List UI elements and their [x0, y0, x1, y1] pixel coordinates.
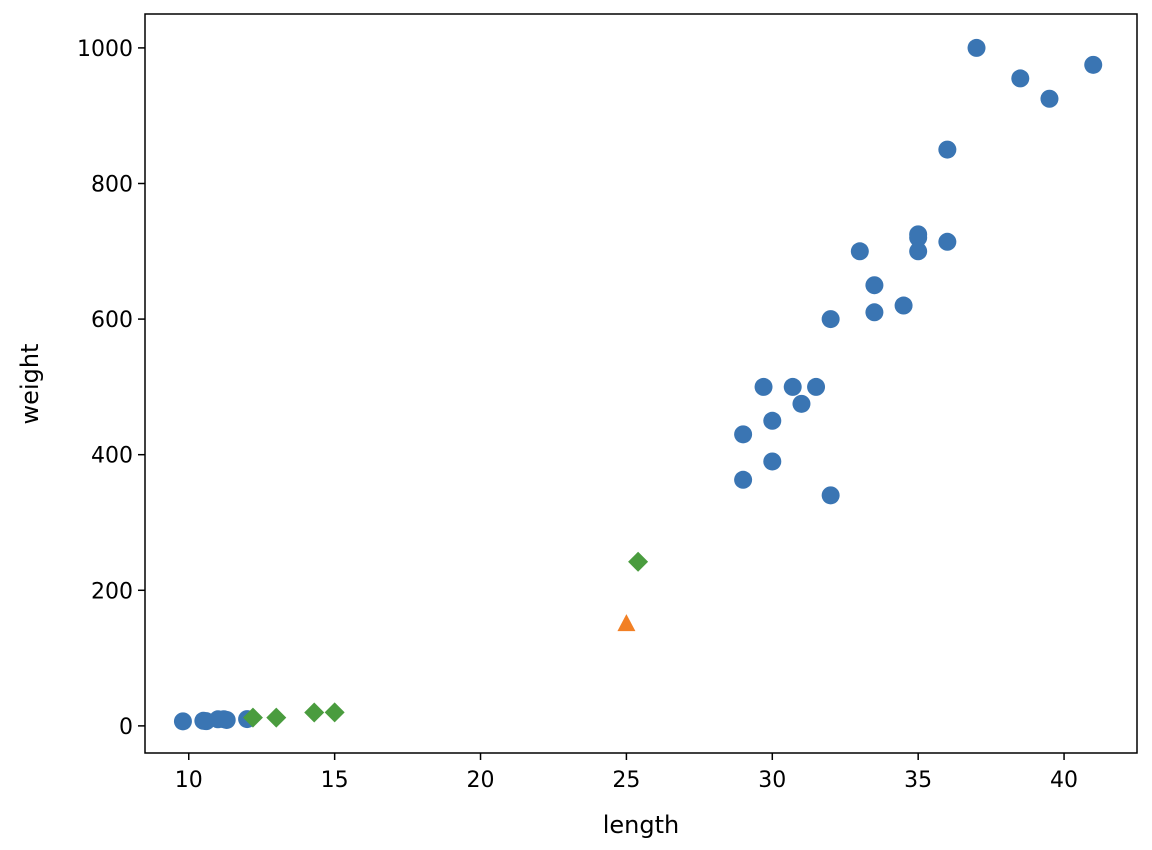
- data-point-diamond: [266, 707, 287, 728]
- x-tick-label: 15: [321, 768, 349, 793]
- data-point-circle: [734, 470, 753, 489]
- x-axis-title: length: [603, 811, 680, 839]
- y-tick-label: 0: [119, 715, 133, 740]
- data-point-circle: [1084, 55, 1103, 74]
- data-point-circle: [894, 296, 913, 315]
- data-point-triangle: [617, 614, 636, 632]
- data-point-circle: [967, 38, 986, 57]
- points-layer: [173, 38, 1103, 731]
- y-tick-label: 200: [91, 579, 133, 604]
- data-point-diamond: [324, 702, 345, 723]
- x-tick-label: 40: [1050, 768, 1078, 793]
- data-point-circle: [938, 140, 957, 159]
- data-point-circle: [754, 377, 773, 396]
- y-tick-label: 1000: [77, 37, 133, 62]
- x-tick-label: 25: [612, 768, 640, 793]
- data-point-circle: [1011, 69, 1030, 88]
- data-point-circle: [217, 710, 236, 729]
- x-tick-label: 35: [904, 768, 932, 793]
- data-point-circle: [865, 303, 884, 322]
- data-point-circle: [821, 310, 840, 329]
- data-point-circle: [909, 242, 928, 261]
- y-axis-title: weight: [16, 344, 44, 425]
- y-tick-label: 600: [91, 308, 133, 333]
- x-tick-label: 20: [467, 768, 495, 793]
- data-point-diamond: [304, 702, 325, 723]
- data-point-circle: [792, 394, 811, 413]
- y-tick-label: 800: [91, 172, 133, 197]
- data-point-circle: [763, 411, 782, 430]
- data-point-circle: [763, 452, 782, 471]
- data-point-circle: [821, 486, 840, 505]
- data-point-circle: [938, 232, 957, 251]
- data-point-diamond: [628, 551, 649, 572]
- x-tick-label: 10: [175, 768, 203, 793]
- y-tick-label: 400: [91, 444, 133, 469]
- data-point-circle: [783, 377, 802, 396]
- data-point-circle: [734, 425, 753, 444]
- data-point-diamond: [242, 707, 263, 728]
- data-point-circle: [865, 276, 884, 295]
- data-point-circle: [807, 377, 826, 396]
- data-point-circle: [850, 242, 869, 261]
- plot-area-frame: [144, 13, 1138, 754]
- data-point-circle: [173, 712, 192, 731]
- data-point-circle: [1040, 89, 1059, 108]
- data-point-circle: [909, 228, 928, 247]
- x-tick-label: 30: [758, 768, 786, 793]
